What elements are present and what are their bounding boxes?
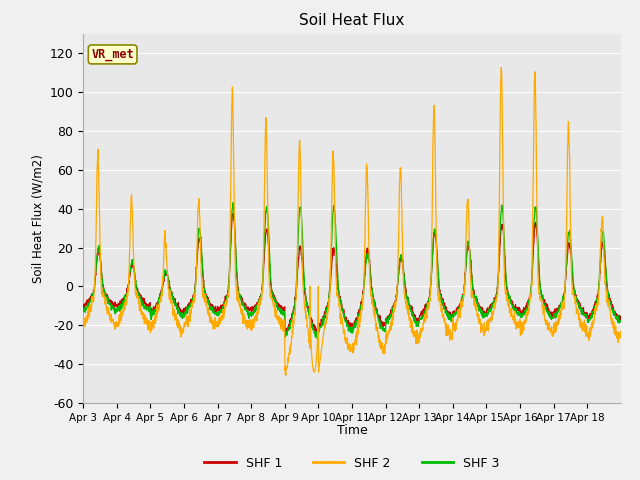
Title: Soil Heat Flux: Soil Heat Flux (300, 13, 404, 28)
Y-axis label: Soil Heat Flux (W/m2): Soil Heat Flux (W/m2) (31, 154, 44, 283)
Legend: SHF 1, SHF 2, SHF 3: SHF 1, SHF 2, SHF 3 (199, 452, 505, 475)
Text: VR_met: VR_met (92, 48, 134, 61)
X-axis label: Time: Time (337, 424, 367, 437)
